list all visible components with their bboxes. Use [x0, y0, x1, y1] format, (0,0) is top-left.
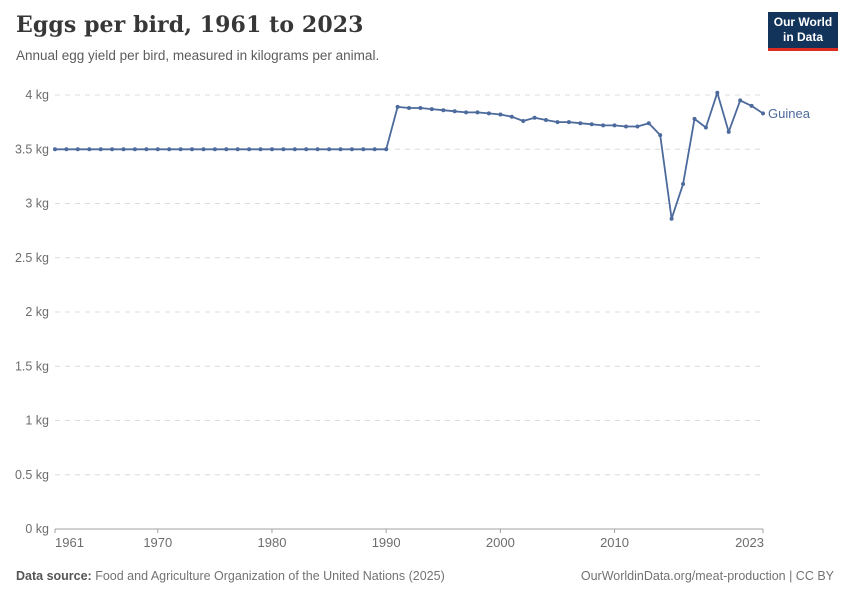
- data-point: [315, 147, 320, 152]
- data-point: [247, 147, 252, 152]
- data-point: [110, 147, 115, 152]
- data-source: Data source: Food and Agriculture Organi…: [16, 569, 445, 583]
- data-point: [726, 129, 731, 134]
- data-point: [224, 147, 229, 152]
- y-tick-label: 2 kg: [25, 305, 49, 319]
- page-title: Eggs per bird, 1961 to 2023: [16, 12, 364, 38]
- data-point: [749, 103, 754, 108]
- data-point: [624, 124, 628, 129]
- data-source-label: Data source:: [16, 569, 92, 583]
- data-point: [658, 133, 663, 138]
- data-point: [281, 147, 286, 152]
- data-point: [75, 147, 80, 152]
- data-point: [715, 90, 720, 95]
- x-tick-label: 1980: [258, 535, 287, 550]
- data-point: [270, 147, 274, 152]
- data-point: [544, 118, 548, 122]
- y-tick-label: 0.5 kg: [15, 468, 49, 482]
- data-point: [578, 121, 583, 126]
- data-point: [646, 121, 651, 126]
- data-point: [498, 112, 503, 117]
- data-point: [703, 125, 708, 130]
- owid-logo-line2: in Data: [782, 30, 823, 44]
- data-point: [429, 107, 434, 112]
- owid-logo[interactable]: Our World in Data: [768, 12, 838, 51]
- y-tick-label: 3.5 kg: [15, 142, 49, 156]
- attribution: OurWorldinData.org/meat-production | CC …: [580, 569, 834, 583]
- data-point: [738, 98, 743, 103]
- x-tick-label: 1970: [143, 535, 172, 550]
- y-tick-label: 4 kg: [25, 88, 49, 102]
- data-point: [441, 108, 446, 113]
- chart-subtitle: Annual egg yield per bird, measured in k…: [16, 48, 380, 63]
- data-point: [155, 147, 160, 152]
- entity-label-guinea[interactable]: Guinea: [768, 106, 811, 121]
- data-point: [692, 116, 697, 121]
- data-point: [475, 110, 480, 115]
- data-point: [407, 106, 411, 110]
- data-point: [167, 147, 172, 152]
- x-tick-label: 2023: [735, 535, 764, 550]
- data-point: [395, 104, 400, 109]
- data-point: [178, 147, 183, 152]
- data-point: [87, 147, 92, 152]
- data-series-line[interactable]: [55, 91, 764, 220]
- y-tick-label: 1 kg: [25, 414, 49, 428]
- data-point: [761, 111, 765, 116]
- data-point: [612, 123, 617, 128]
- x-tick-label: 2010: [600, 535, 629, 550]
- data-point: [566, 120, 571, 125]
- data-point: [555, 120, 560, 125]
- data-source-text: Food and Agriculture Organization of the…: [95, 569, 445, 583]
- x-tick-label: 1961: [55, 535, 84, 550]
- data-point: [53, 147, 57, 152]
- data-point: [361, 147, 366, 152]
- data-point: [304, 147, 309, 152]
- data-point: [292, 147, 297, 152]
- data-point: [509, 114, 514, 119]
- data-point: [132, 147, 137, 152]
- data-point: [486, 111, 491, 116]
- data-point: [669, 216, 674, 221]
- data-point: [464, 110, 469, 115]
- data-point: [64, 147, 69, 152]
- data-point: [601, 123, 606, 128]
- data-point: [121, 147, 126, 152]
- x-tick-label: 1990: [372, 535, 401, 550]
- owid-logo-line1: Our World: [773, 15, 833, 29]
- data-point: [681, 182, 686, 186]
- data-point: [532, 115, 537, 120]
- data-point: [384, 147, 389, 152]
- data-point: [212, 147, 217, 152]
- data-point: [144, 147, 149, 152]
- line-chart[interactable]: 0 kg 0.5 kg 1 kg 1.5 kg 2 kg 2.5 kg 3 kg 3.5 kg…: [0, 80, 850, 555]
- y-tick-label: 2.5 kg: [15, 251, 49, 265]
- data-point: [338, 147, 343, 152]
- y-tick-label: 0 kg: [25, 522, 49, 536]
- data-point: [235, 147, 240, 152]
- data-point: [372, 147, 377, 152]
- y-tick-label: 3 kg: [25, 197, 49, 211]
- data-point: [521, 119, 526, 123]
- data-point: [190, 147, 194, 152]
- x-tick-label: 2000: [486, 535, 515, 550]
- data-point: [258, 147, 263, 152]
- data-point: [98, 147, 103, 152]
- y-tick-label: 1.5 kg: [15, 359, 49, 373]
- data-point: [327, 147, 332, 152]
- data-point: [635, 124, 640, 129]
- data-point: [589, 122, 594, 127]
- data-point: [349, 147, 354, 152]
- data-point: [452, 109, 457, 114]
- data-point: [201, 147, 206, 152]
- data-point: [418, 106, 423, 110]
